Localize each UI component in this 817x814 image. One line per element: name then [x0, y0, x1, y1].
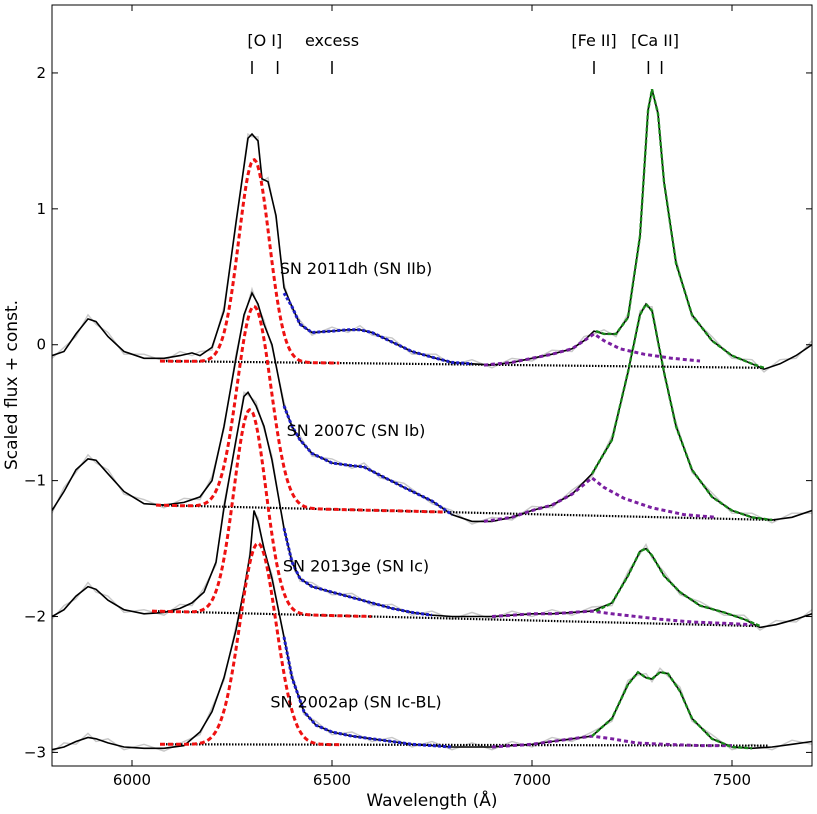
y-tick-label: −2 [24, 608, 46, 626]
series-label: SN 2011dh (SN IIb) [280, 259, 433, 278]
series-layer [52, 89, 812, 753]
y-axis-label: Scaled flux + const. [2, 300, 22, 470]
y-tick-label: 1 [36, 200, 46, 218]
oi-fit-line [159, 157, 340, 365]
line-marker-label: [O I] [247, 31, 282, 50]
excess-fit-line [282, 527, 433, 617]
axis-layer: 6000 6500 7000 7500 2 1 0 −1 −2 −3 [24, 5, 812, 789]
plot-frame [51, 4, 813, 767]
line-marker-label: [Fe II] [571, 31, 616, 50]
excess-fit-line [282, 405, 453, 516]
line-marker-label: [Ca II] [631, 31, 679, 50]
y-tick-label: −1 [24, 472, 46, 490]
x-tick-label: 6500 [313, 771, 351, 789]
series-label: SN 2007C (SN Ib) [287, 421, 426, 440]
y-tick-label: 0 [36, 336, 46, 354]
caii-fit-line [595, 89, 765, 369]
continuum-line [159, 743, 769, 747]
line-marker-label: excess [305, 31, 359, 50]
oi-fit-line [152, 407, 372, 618]
x-axis-label: Wavelength (Å) [366, 789, 497, 811]
x-tick-label: 6000 [113, 771, 151, 789]
series-group [52, 510, 812, 753]
x-tick-label: 7000 [513, 771, 551, 789]
series-group [52, 89, 812, 373]
line-marker-layer: [O I] excess [Fe II] [Ca II] [247, 31, 679, 74]
series-label: SN 2013ge (SN Ic) [283, 557, 429, 576]
caii-fit-line [591, 670, 753, 750]
series-group [52, 390, 812, 631]
series-group [52, 286, 812, 525]
y-tick-label: 2 [36, 64, 46, 82]
caii-fit-line [590, 301, 773, 522]
feii-fit-line [483, 332, 701, 367]
excess-fit-line [282, 292, 473, 366]
oi-fit-line [156, 304, 444, 514]
x-tick-label: 7500 [713, 771, 751, 789]
y-tick-label: −3 [24, 743, 46, 761]
feii-fit-line [483, 475, 717, 523]
caii-fit-line [595, 547, 761, 628]
series-label-layer: SN 2011dh (SN IIb) SN 2007C (SN Ib) SN 201… [270, 259, 441, 711]
continuum-line [155, 503, 777, 522]
excess-fit-line [282, 636, 453, 749]
feii-fit-line [491, 609, 753, 627]
series-label: SN 2002ap (SN Ic-BL) [270, 693, 441, 712]
